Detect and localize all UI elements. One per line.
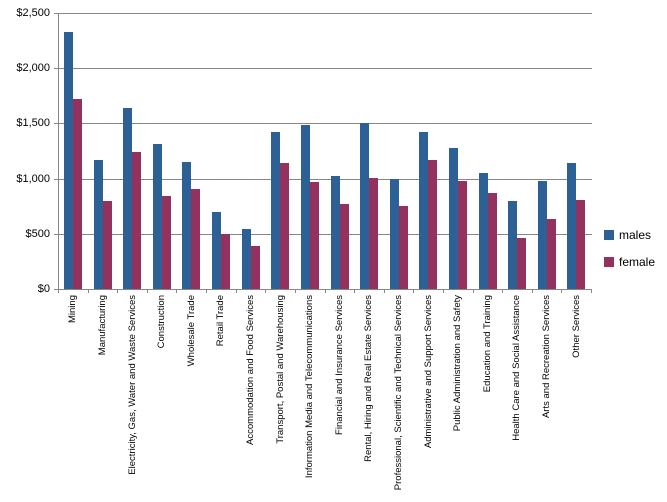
x-axis-label: Administrative and Support Services	[422, 295, 434, 449]
legend-item-males: males	[604, 226, 655, 244]
bar-males	[389, 179, 399, 289]
y-axis-tick	[54, 233, 58, 235]
bar-female	[369, 177, 379, 289]
bar-males	[508, 200, 518, 289]
x-axis-tick	[176, 290, 177, 293]
bar-males	[567, 163, 577, 289]
legend-label-female: female	[619, 255, 656, 269]
gridline	[59, 13, 592, 14]
x-axis-tick	[58, 290, 59, 293]
y-axis-tick	[54, 123, 58, 125]
bar-female	[73, 99, 82, 289]
bar-males	[537, 181, 547, 289]
gridline	[59, 68, 592, 70]
x-axis-label: Information Media and Telecommunications	[304, 295, 316, 479]
bar-female	[191, 188, 201, 289]
x-axis-label: Health Care and Social Assistance	[511, 295, 523, 441]
x-axis-label: Rental, Hiring and Real Estate Services	[363, 295, 375, 462]
x-axis-tick	[502, 290, 503, 293]
x-axis-tick	[473, 290, 474, 293]
x-axis-label: Retail Trade	[215, 295, 227, 347]
bar-males	[271, 131, 281, 289]
legend-swatch-female-icon	[604, 257, 614, 267]
bar-males	[448, 147, 458, 289]
legend: males female	[604, 226, 655, 280]
gridline	[59, 178, 592, 180]
bar-males	[152, 143, 162, 289]
legend-item-female: female	[604, 253, 655, 271]
x-axis-tick	[325, 290, 326, 293]
bar-female	[487, 192, 497, 289]
x-axis-label: Professional, Scientific and Technical S…	[393, 295, 405, 491]
x-axis-label: Wholesale Trade	[185, 295, 197, 367]
bar-female	[428, 159, 438, 289]
bar-female	[250, 245, 260, 289]
y-axis-tick	[54, 68, 58, 70]
bar-female	[280, 163, 290, 289]
bar-female	[546, 219, 556, 289]
x-axis-label: Financial and Insurance Services	[333, 295, 345, 435]
bar-female	[221, 234, 231, 289]
bar-males	[478, 172, 488, 289]
x-axis-tick	[384, 290, 385, 293]
bar-males	[419, 131, 429, 289]
bar-males	[212, 212, 222, 289]
x-axis-label: Public Administration and Safety	[452, 295, 464, 432]
bar-female	[309, 182, 319, 289]
bar-female	[457, 181, 467, 289]
y-axis-tick	[54, 178, 58, 180]
bar-males	[330, 176, 340, 289]
x-axis-label: Mining	[67, 295, 79, 323]
x-axis-tick	[443, 290, 444, 293]
x-axis-label: Education and Training	[481, 295, 493, 393]
y-axis-tick	[54, 13, 58, 14]
x-axis-tick	[88, 290, 89, 293]
x-axis-tick	[532, 290, 533, 293]
y-axis-label: $2,000	[16, 62, 50, 75]
y-axis-label: $500	[25, 227, 50, 240]
gridline	[59, 123, 592, 125]
x-axis-label: Other Services	[570, 295, 582, 358]
x-axis-label: Transport, Postal and Warehousing	[274, 295, 286, 444]
gridline	[59, 233, 592, 235]
x-axis-tick	[413, 290, 414, 293]
x-axis-tick	[206, 290, 207, 293]
x-axis-tick	[561, 290, 562, 293]
bar-males	[241, 228, 251, 289]
x-axis-label: Construction	[156, 295, 168, 349]
y-axis-label: $2,500	[16, 7, 50, 19]
bar-female	[339, 204, 349, 289]
bar-female	[517, 237, 527, 289]
x-axis-tick	[147, 290, 148, 293]
x-axis-label: Arts and Recreation Services	[541, 295, 553, 419]
plot-area	[58, 13, 592, 290]
x-axis-tick	[295, 290, 296, 293]
x-axis-label: Manufacturing	[96, 295, 108, 356]
bar-males	[123, 107, 133, 289]
bar-female	[132, 151, 142, 289]
bar-female	[398, 205, 408, 289]
bar-males	[64, 31, 73, 289]
x-axis-tick	[117, 290, 118, 293]
legend-label-males: males	[619, 228, 652, 242]
bar-female	[576, 199, 586, 289]
bar-female	[102, 201, 112, 289]
x-axis-tick	[354, 290, 355, 293]
y-axis-tick	[54, 289, 58, 290]
x-axis-tick	[236, 290, 237, 293]
bar-female	[161, 196, 171, 289]
x-axis-label: Electricity, Gas, Water and Waste Servic…	[126, 295, 138, 475]
bar-males	[360, 123, 370, 289]
bar-males	[182, 162, 192, 289]
legend-swatch-males-icon	[604, 230, 614, 240]
bar-males	[300, 124, 310, 289]
bar-males	[93, 160, 103, 289]
x-axis-label: Accommodation and Food Services	[244, 295, 256, 445]
y-axis-label: $1,000	[16, 172, 50, 185]
x-axis-tick	[265, 290, 266, 293]
x-axis-tick	[591, 290, 592, 293]
y-axis-label: $0	[37, 283, 50, 295]
y-axis-label: $1,500	[16, 117, 50, 130]
